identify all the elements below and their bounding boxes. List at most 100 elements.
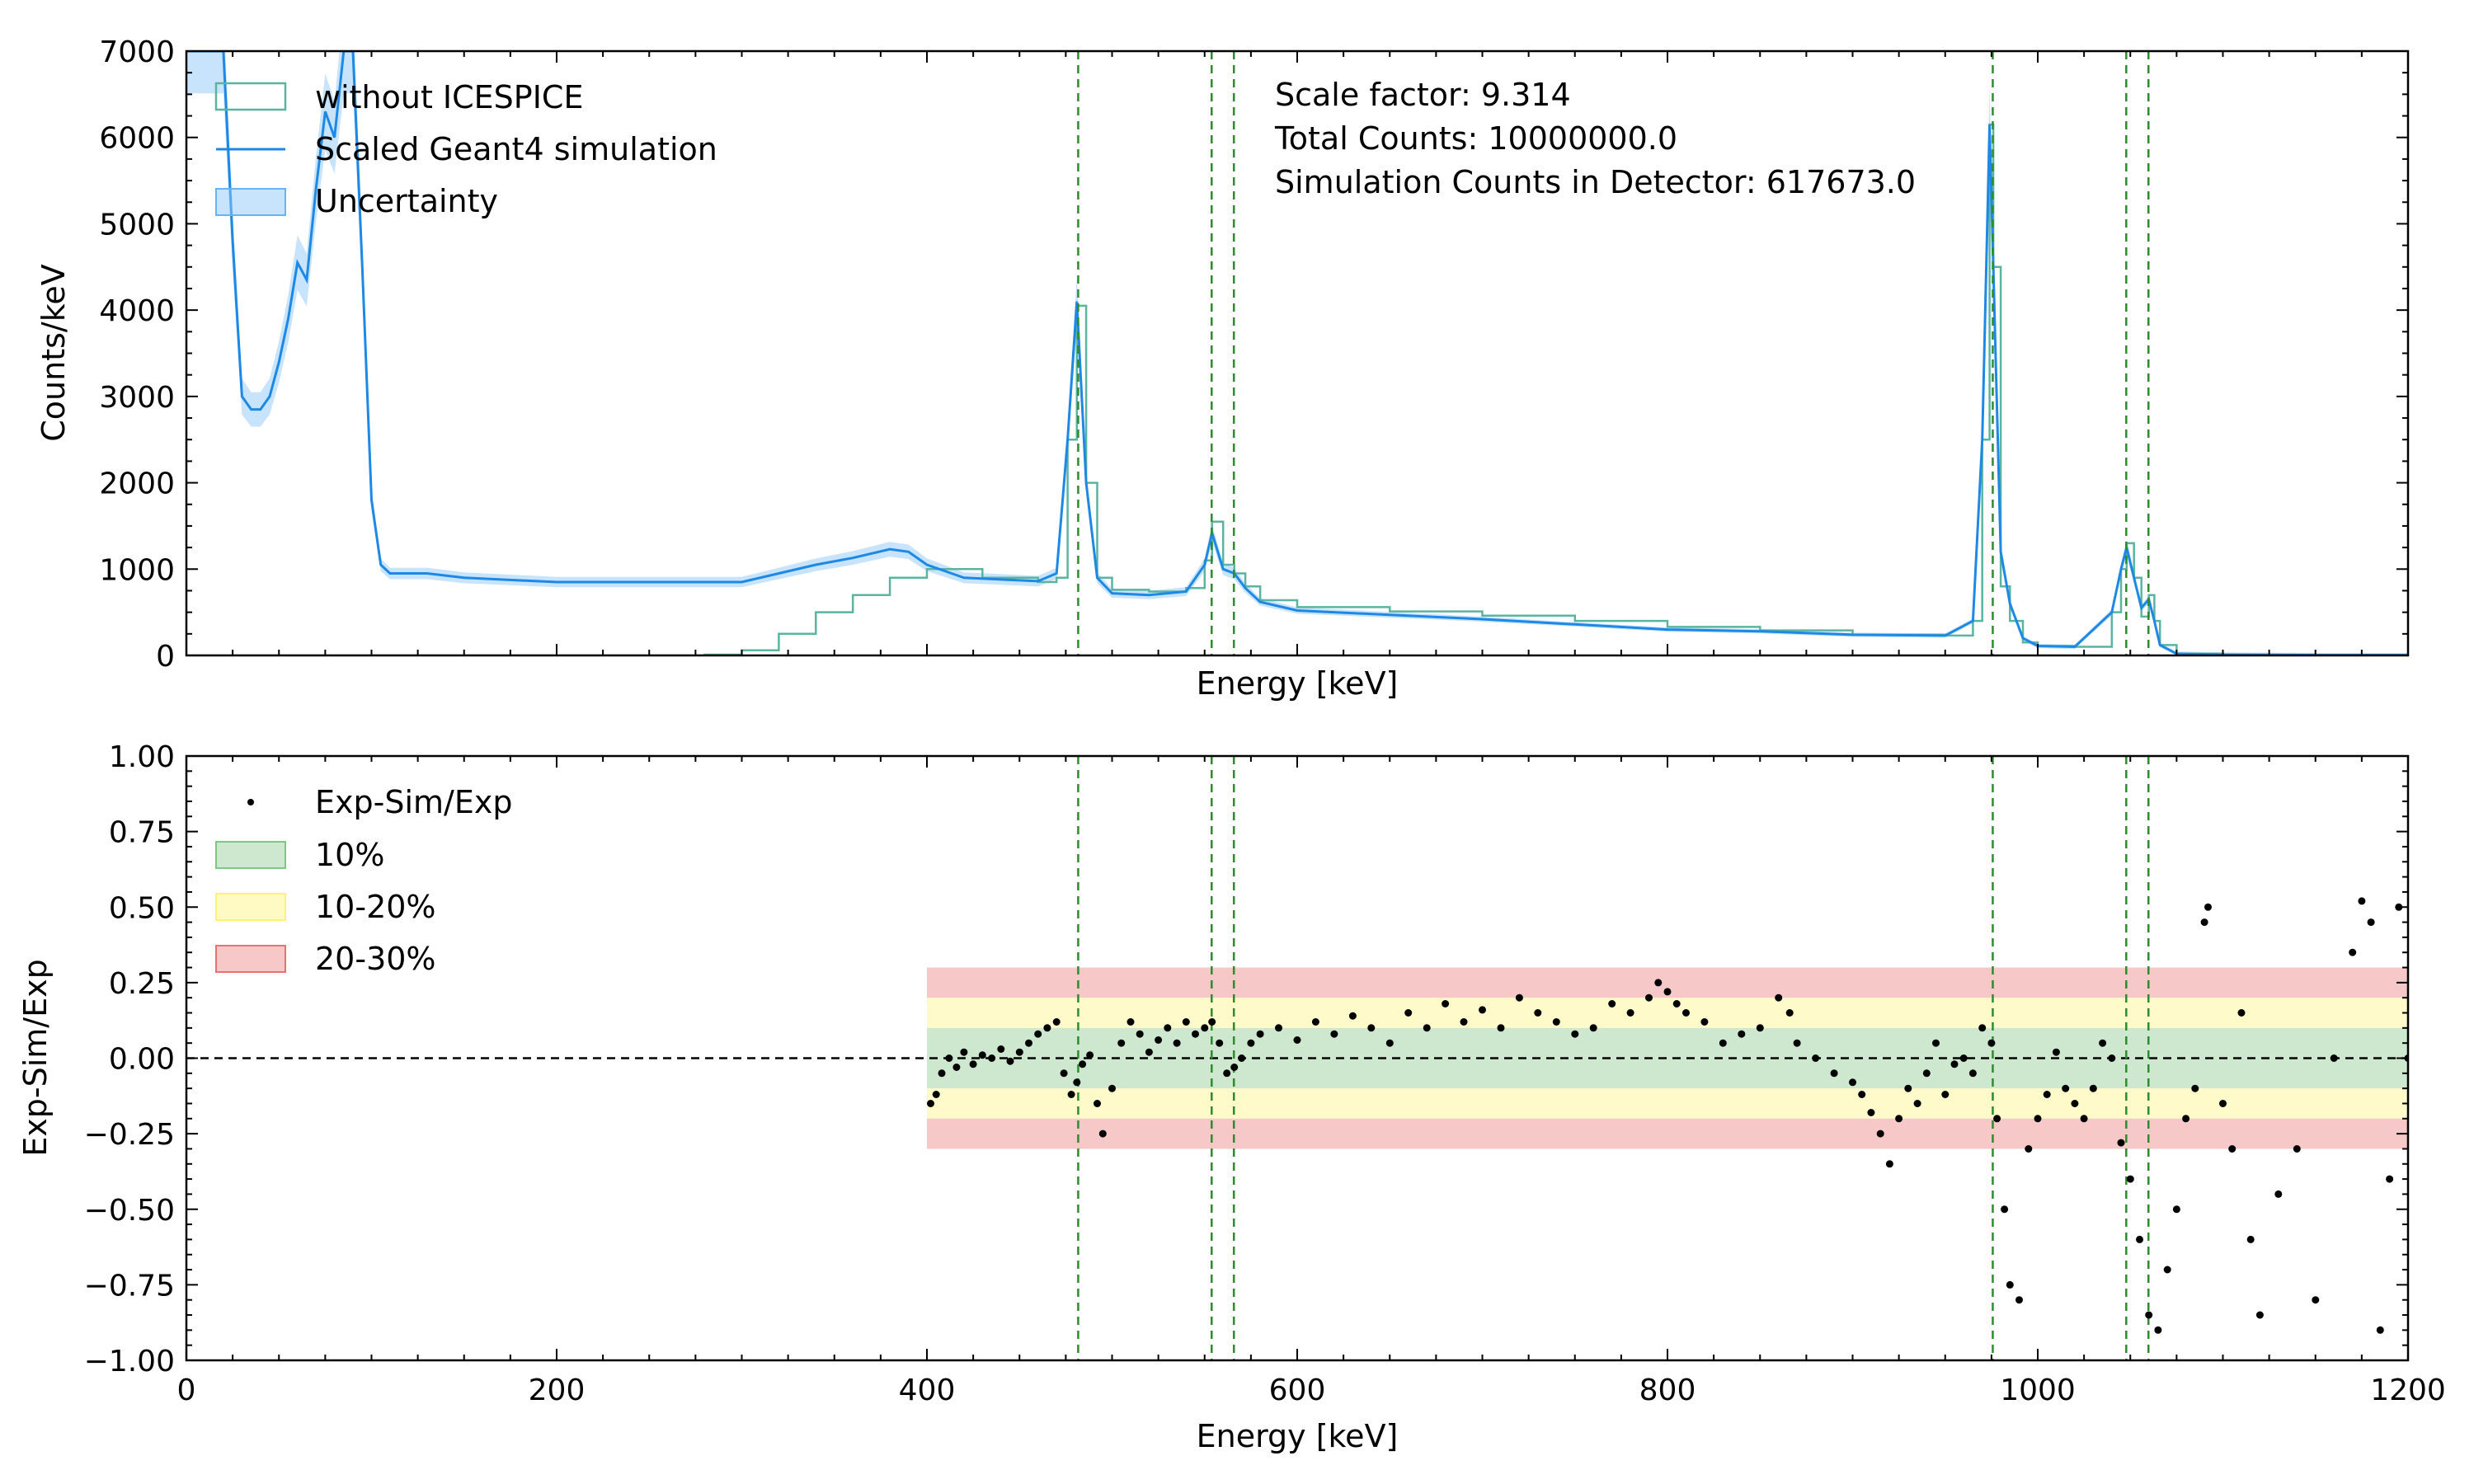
ratio-point <box>1672 1000 1681 1007</box>
ratio-point <box>1460 1018 1468 1026</box>
ratio-point <box>2043 1091 2051 1098</box>
x-tick-label: 200 <box>529 1374 586 1407</box>
ratio-point <box>1959 1054 1968 1062</box>
ratio-point <box>2108 1054 2116 1062</box>
x-tick-label: 1000 <box>2000 1374 2076 1407</box>
ratio-point <box>2274 1190 2283 1198</box>
ratio-point <box>1785 1009 1794 1017</box>
ratio-point <box>2145 1311 2153 1319</box>
y-tick-label: 0.75 <box>109 816 175 850</box>
ratio-point <box>2200 918 2208 927</box>
ratio-point <box>1423 1024 1431 1032</box>
ratio-point <box>1626 1009 1634 1017</box>
legend-label-uncertainty: Uncertainty <box>315 183 498 219</box>
ratio-point <box>2255 1311 2264 1319</box>
ratio-point <box>945 1054 953 1062</box>
ratio-point <box>2349 948 2357 956</box>
ratio-point <box>1876 1129 1884 1138</box>
y-tick-label: 2000 <box>99 467 175 501</box>
ratio-point <box>2358 897 2366 905</box>
legend-swatch-band-20-30 <box>215 945 286 973</box>
spectrum-info-box: Scale factor: 9.314 Total Counts: 100000… <box>1274 77 1916 200</box>
info-simulation-counts: Simulation Counts in Detector: 617673.0 <box>1275 164 1916 200</box>
spectrum-plot-area <box>186 51 2408 655</box>
ratio-point <box>969 1060 977 1068</box>
spectrum-panel: 0 1000 2000 3000 4000 5000 6000 7000 Energy [ke… <box>35 35 2410 702</box>
ratio-point <box>1571 1030 1579 1038</box>
ratio-point <box>1034 1030 1042 1038</box>
ratio-point <box>960 1048 968 1056</box>
ratio-point <box>1663 988 1672 996</box>
ratio-point <box>2080 1115 2088 1123</box>
ratio-panel: 0 200 400 600 800 1000 1200 −1.00 −0.75 −0.50 −0.2… <box>17 740 2446 1454</box>
ratio-point <box>1950 1060 1959 1068</box>
deviation-band <box>927 1027 2408 1089</box>
ratio-point <box>1073 1078 1081 1087</box>
ratio-point <box>2172 1205 2180 1214</box>
ratio-point <box>2330 1054 2338 1062</box>
ratio-ylabel: Exp-Sim/Exp <box>17 959 54 1156</box>
ratio-point <box>1192 1030 1199 1038</box>
legend-label-band-10: 10% <box>315 837 384 873</box>
ratio-point <box>1006 1057 1014 1065</box>
legend-label-ratio-points: Exp-Sim/Exp <box>315 784 512 820</box>
ratio-point <box>1932 1039 1940 1047</box>
ratio-point <box>2237 1009 2246 1017</box>
ratio-point <box>1367 1024 1376 1032</box>
y-tick-label: 0.50 <box>109 891 175 925</box>
ratio-point <box>1067 1091 1075 1098</box>
ratio-point <box>997 1045 1005 1053</box>
ratio-point <box>1858 1091 1866 1098</box>
ratio-point <box>1079 1060 1087 1068</box>
ratio-point <box>1738 1030 1746 1038</box>
legend-swatch-band-10-20 <box>215 893 286 921</box>
ratio-point <box>2228 1145 2236 1153</box>
y-tick-label: 1000 <box>99 553 175 587</box>
ratio-point <box>1941 1091 1950 1098</box>
ratio-point <box>1515 993 1523 1002</box>
x-tick-label: 1200 <box>2370 1374 2446 1407</box>
ratio-point <box>1904 1084 1912 1092</box>
info-scale-factor: Scale factor: 9.314 <box>1275 77 1571 113</box>
ratio-point <box>1043 1024 1051 1032</box>
y-tick-label: 3000 <box>99 381 175 415</box>
ratio-point <box>2117 1139 2125 1147</box>
ratio-point <box>1330 1030 1338 1038</box>
ratio-point <box>2163 1266 2171 1274</box>
ratio-point <box>1645 993 1653 1002</box>
deviation-band <box>927 998 2408 1028</box>
ratio-point <box>1293 1036 1301 1044</box>
ratio-ticks: 0 200 400 600 800 1000 1200 −1.00 −0.75 −0.50 −0.2… <box>84 740 2446 1407</box>
ratio-legend: Exp-Sim/Exp 10% 10-20% 20-30% <box>215 784 512 977</box>
ratio-point <box>1830 1069 1838 1078</box>
ratio-point <box>1793 1039 1801 1047</box>
ratio-point <box>2219 1100 2227 1107</box>
y-tick-label: 0.25 <box>109 967 175 1001</box>
ratio-point <box>1385 1039 1394 1047</box>
ratio-point <box>988 1054 996 1062</box>
x-tick-label: 0 <box>177 1374 196 1407</box>
legend-label-experiment: without ICESPICE <box>315 79 583 115</box>
legend-label-band-10-20: 10-20% <box>315 889 436 925</box>
ratio-point <box>952 1064 961 1071</box>
y-tick-label: 6000 <box>99 122 175 156</box>
spectrum-ticks: 0 1000 2000 3000 4000 5000 6000 7000 <box>99 35 2409 674</box>
ratio-point <box>1913 1100 1921 1107</box>
ratio-point <box>1552 1018 1560 1026</box>
ratio-point <box>2204 903 2212 911</box>
simulation-line <box>186 51 2408 655</box>
y-tick-label: 0 <box>156 640 175 674</box>
legend-swatch-uncertainty <box>215 188 286 216</box>
ratio-point <box>2006 1280 2014 1289</box>
ratio-point <box>1756 1024 1764 1032</box>
ratio-point <box>2386 1175 2394 1183</box>
x-tick-label: 600 <box>1269 1374 1326 1407</box>
ratio-point <box>2367 918 2375 927</box>
ratio-point <box>1230 1064 1239 1071</box>
ratio-point <box>1247 1039 1255 1047</box>
ratio-point <box>2246 1235 2255 1243</box>
ratio-point <box>1136 1030 1144 1038</box>
ratio-point <box>2062 1084 2070 1092</box>
ratio-point <box>1700 1018 1709 1026</box>
ratio-point <box>2312 1296 2320 1304</box>
